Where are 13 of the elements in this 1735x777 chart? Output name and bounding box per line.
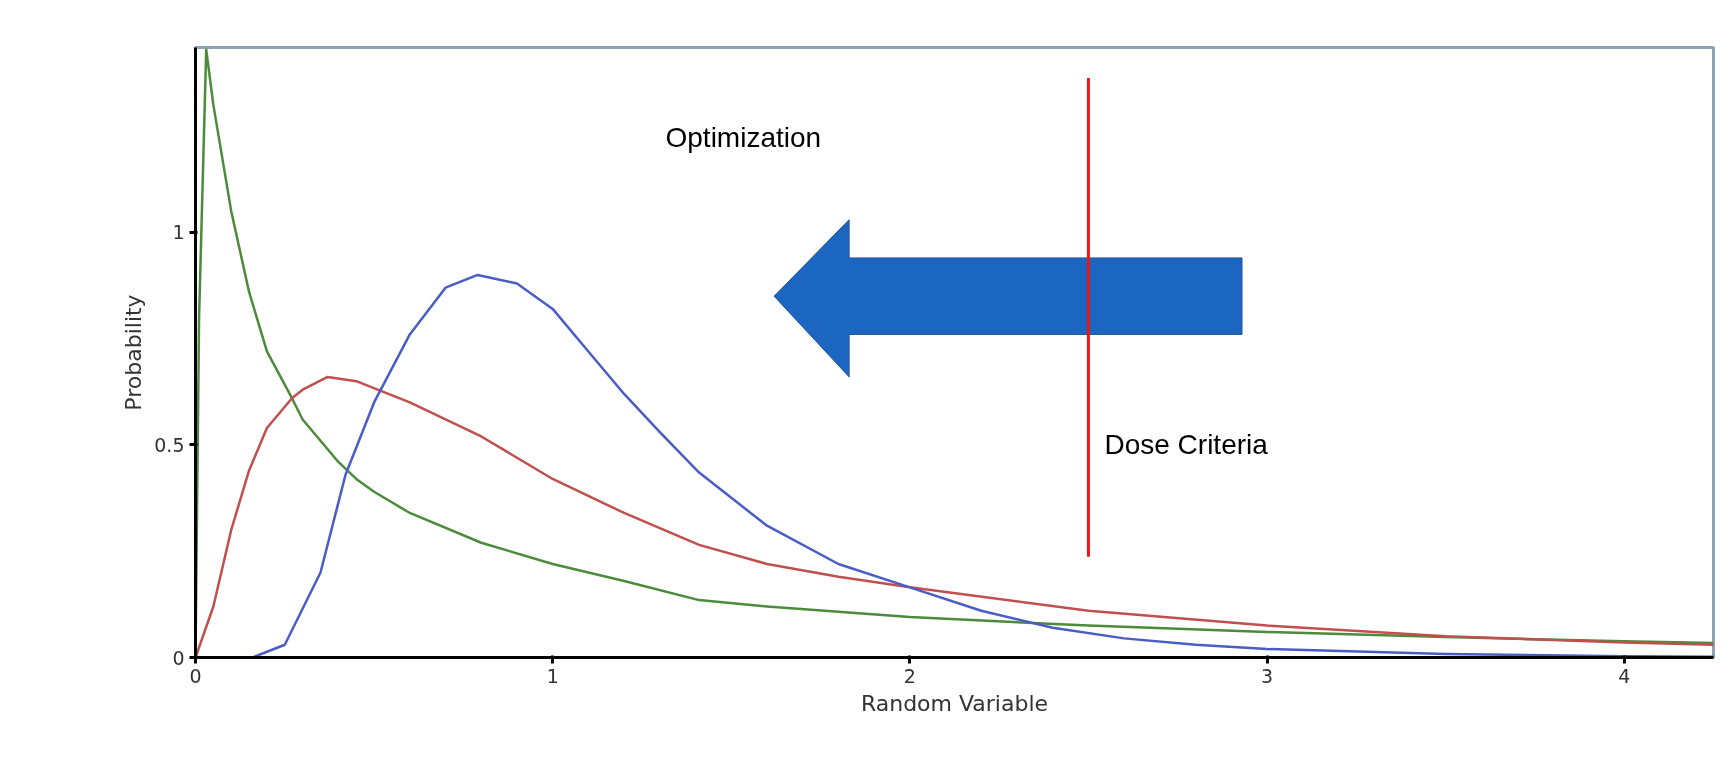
x-tick-label: 1	[546, 664, 559, 687]
x-tick-label: 4	[1618, 664, 1631, 687]
x-tick-label: 2	[903, 664, 916, 687]
y-tick-label: 0.5	[154, 433, 185, 456]
y-axis-title: Probability	[121, 294, 147, 411]
line-series	[251, 273, 1714, 658]
ref-line-label: Dose Criteria	[1104, 428, 1269, 460]
annotation: Optimization	[665, 122, 822, 153]
x-tick-label: 0	[189, 664, 202, 687]
x-tick-label: 3	[1260, 664, 1274, 687]
y-tick-label: 1	[172, 221, 185, 244]
y-tick-label: 0	[172, 646, 185, 669]
x-axis-title: Random Variable	[860, 690, 1049, 716]
